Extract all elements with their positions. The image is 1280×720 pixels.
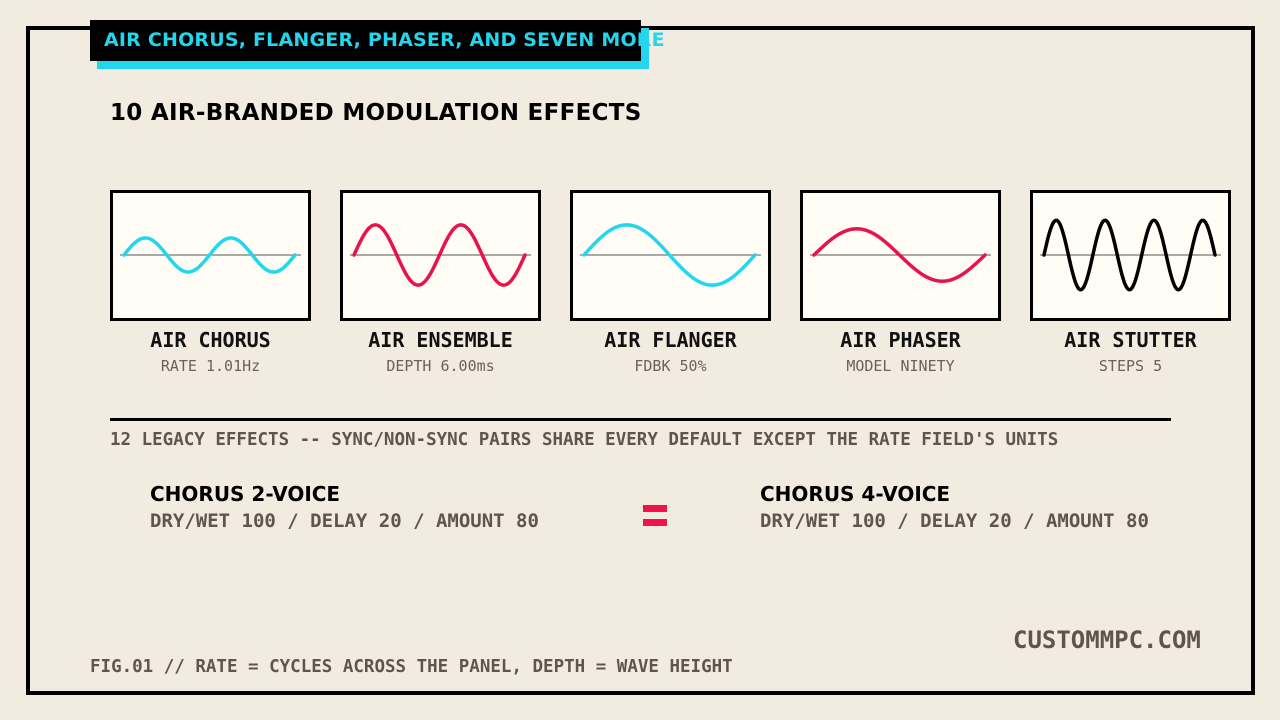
effect-panel-0 [110,190,311,321]
right-effect-title: CHORUS 4-VOICE [760,482,951,506]
title-badge: AIR CHORUS, FLANGER, PHASER, AND SEVEN M… [90,20,665,61]
effect-name: AIR PHASER [840,328,961,352]
divider-rule [110,418,1171,421]
right-effect-values: DRY/WET 100 / DELAY 20 / AMOUNT 80 [760,510,1149,532]
effect-parameter: MODEL NINETY [846,357,955,375]
effect-parameter: DEPTH 6.00ms [386,357,495,375]
waveform-graphic [340,190,541,321]
site-name: CUSTOMMPC.COM [1013,626,1201,654]
effect-parameter: RATE 1.01Hz [160,357,261,375]
waveform-line [812,227,987,283]
effect-panel-3 [800,190,1001,321]
effect-name: AIR STUTTER [1064,328,1197,352]
waveform-line [122,236,297,274]
effect-parameter: FDBK 50% [634,357,707,375]
waveform-graphic [800,190,1001,321]
waveform-graphic [1030,190,1231,321]
waveform-graphic [570,190,771,321]
waveform-line [582,223,757,287]
effect-name: AIR ENSEMBLE [368,328,513,352]
figure-caption: FIG.01 // RATE = CYCLES ACROSS THE PANEL… [90,657,733,677]
waveform-line [1042,218,1217,292]
effect-name: AIR CHORUS [150,328,271,352]
effect-panel-4 [1030,190,1231,321]
left-effect-title: CHORUS 2-VOICE [150,482,341,506]
effect-parameter: STEPS 5 [1098,357,1163,375]
effect-panel-1 [340,190,541,321]
waveform-graphic [110,190,311,321]
effect-panel-2 [570,190,771,321]
left-effect-values: DRY/WET 100 / DELAY 20 / AMOUNT 80 [150,510,539,532]
waveform-line [352,223,527,287]
headline: 10 AIR-BRANDED MODULATION EFFECTS [110,100,642,126]
effect-name: AIR FLANGER [604,328,737,352]
legacy-note: 12 LEGACY EFFECTS -- SYNC/NON-SYNC PAIRS… [110,430,1059,450]
equals-sign [643,505,667,527]
